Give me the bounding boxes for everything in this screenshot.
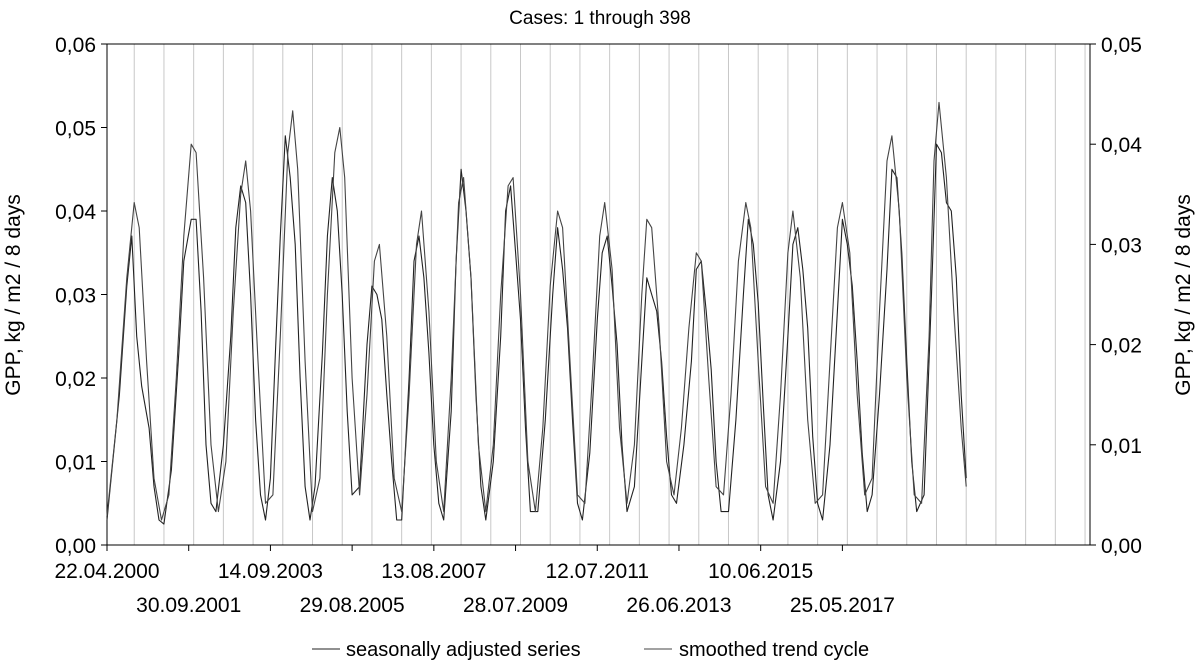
y-tick-label-right: 0,04 bbox=[1101, 134, 1142, 157]
right-y-axis: 0,00 0,01 0,02 0,03 0,04 0,05 bbox=[1090, 34, 1142, 558]
y-tick-label-left: 0,05 bbox=[55, 118, 96, 141]
y-tick-label-right: 0,00 bbox=[1101, 535, 1142, 558]
y-axis-label-left: GPP, kg / m2 / 8 days bbox=[2, 194, 25, 396]
chart-title: Cases: 1 through 398 bbox=[509, 8, 691, 29]
y-tick-label-left: 0,02 bbox=[55, 368, 96, 391]
x-tick-label: 10.06.2015 bbox=[708, 560, 813, 583]
legend-label-seasonally-adjusted: seasonally adjusted series bbox=[346, 639, 581, 661]
left-y-axis: 0,00 0,01 0,02 0,03 0,04 0,05 0,06 bbox=[55, 34, 107, 558]
series-line-smoothed-trend bbox=[106, 101, 967, 521]
x-tick-label: 26.06.2013 bbox=[626, 594, 731, 617]
y-tick-label-left: 0,03 bbox=[55, 285, 96, 308]
y-tick-label-right: 0,02 bbox=[1101, 335, 1142, 358]
y-tick-label-left: 0,01 bbox=[55, 452, 96, 475]
x-tick-label: 12.07.2011 bbox=[545, 560, 649, 583]
y-tick-label-left: 0,00 bbox=[55, 535, 96, 558]
y-tick-label-right: 0,05 bbox=[1101, 34, 1142, 57]
y-tick-label-left: 0,06 bbox=[55, 34, 96, 57]
y-axis-label-right: GPP, kg / m2 / 8 days bbox=[1172, 194, 1195, 396]
y-tick-label-right: 0,01 bbox=[1101, 435, 1142, 458]
y-tick-label-right: 0,03 bbox=[1101, 234, 1142, 257]
x-tick-label: 13.08.2007 bbox=[381, 560, 486, 583]
x-tick-label: 25.05.2017 bbox=[790, 594, 895, 617]
vertical-gridlines bbox=[133, 44, 1086, 545]
series-layer bbox=[106, 101, 967, 525]
legend-label-smoothed-trend: smoothed trend cycle bbox=[679, 639, 869, 661]
series-line-seasonally-adjusted bbox=[106, 135, 967, 525]
x-tick-label: 29.08.2005 bbox=[300, 594, 405, 617]
y-tick-label-left: 0,04 bbox=[55, 201, 96, 224]
x-axis: 22.04.2000 14.09.2003 13.08.2007 12.07.2011… bbox=[54, 545, 895, 617]
x-tick-label: 14.09.2003 bbox=[218, 560, 323, 583]
legend: seasonally adjusted series smoothed tren… bbox=[312, 639, 869, 661]
x-tick-label: 30.09.2001 bbox=[136, 594, 241, 617]
x-tick-label: 22.04.2000 bbox=[54, 560, 159, 583]
x-tick-label: 28.07.2009 bbox=[463, 594, 568, 617]
